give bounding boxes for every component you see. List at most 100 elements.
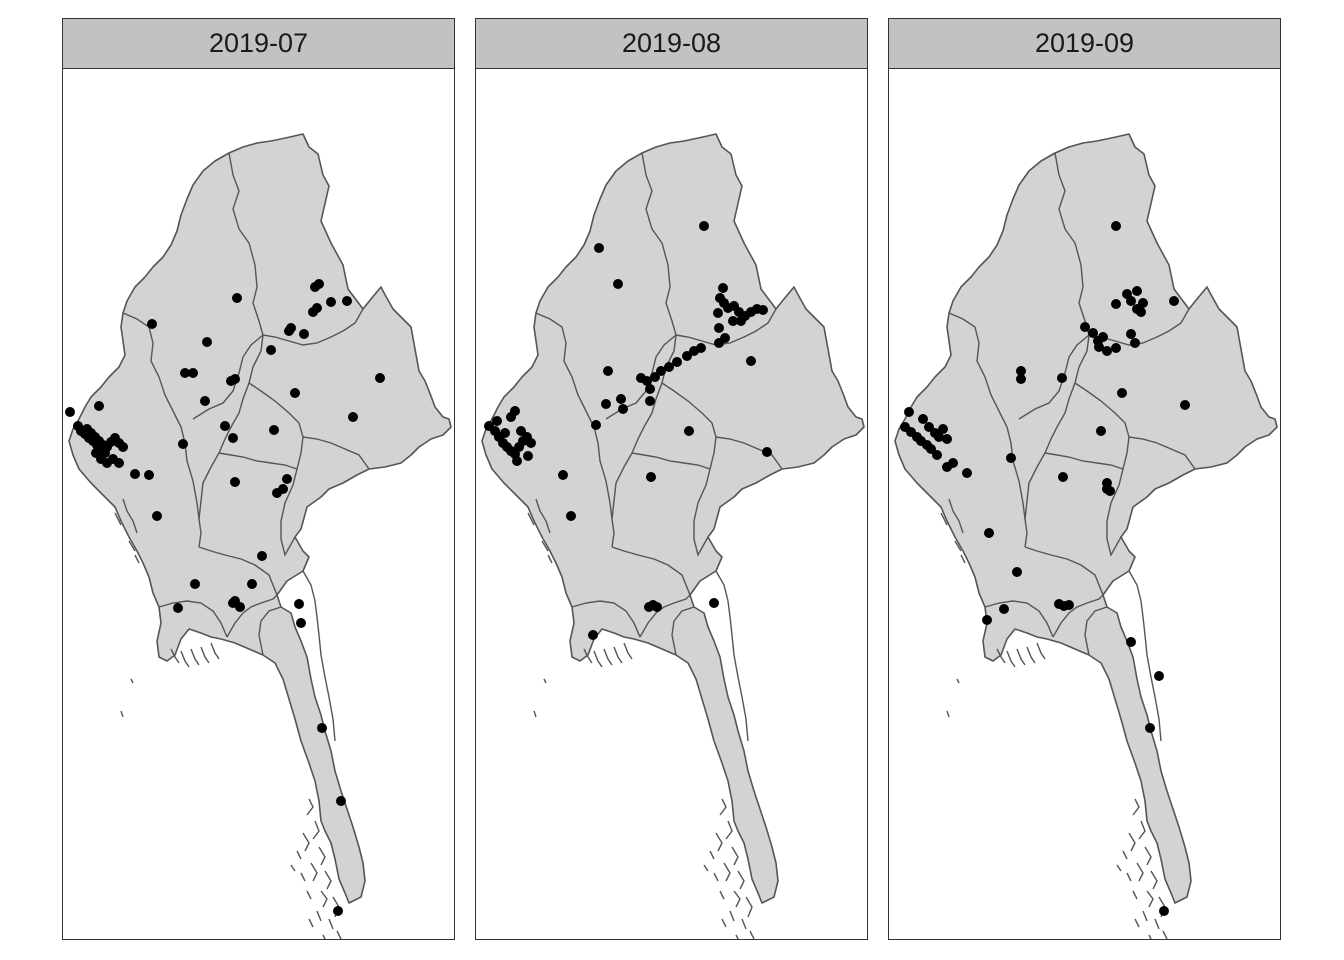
observation-point: [984, 528, 994, 538]
observation-point: [672, 357, 682, 367]
observation-point: [312, 303, 322, 313]
observation-point: [326, 297, 336, 307]
observation-point: [118, 442, 128, 452]
facet-panel-2019-07: 2019-07: [62, 18, 455, 940]
observation-point: [1130, 338, 1140, 348]
facet-panel-2019-09: 2019-09: [888, 18, 1281, 940]
observation-point: [1159, 906, 1169, 916]
observation-point: [709, 598, 719, 608]
observation-point: [296, 618, 306, 628]
observation-point: [375, 373, 385, 383]
observation-point: [736, 316, 746, 326]
observation-point: [650, 372, 660, 382]
observation-point: [342, 296, 352, 306]
facet-strip-label: 2019-07: [63, 19, 454, 69]
observation-point: [269, 425, 279, 435]
observation-point: [510, 406, 520, 416]
observation-point: [130, 469, 140, 479]
observation-point: [220, 421, 230, 431]
observation-point: [1058, 472, 1068, 482]
observation-point: [1111, 299, 1121, 309]
observation-point: [290, 388, 300, 398]
observation-point: [1102, 346, 1112, 356]
observation-point: [152, 511, 162, 521]
observation-point: [257, 551, 267, 561]
observation-point: [1169, 296, 1179, 306]
observation-point: [1088, 328, 1098, 338]
observation-point: [603, 366, 613, 376]
observation-point: [558, 470, 568, 480]
observation-point: [934, 432, 944, 442]
observation-point: [1006, 453, 1016, 463]
observation-point: [1016, 374, 1026, 384]
observation-point: [1102, 484, 1112, 494]
observation-point: [942, 462, 952, 472]
observation-point: [299, 329, 309, 339]
observation-point: [1057, 373, 1067, 383]
observation-point: [94, 401, 104, 411]
observation-point: [645, 384, 655, 394]
map-plot: [65, 133, 452, 939]
observation-point: [230, 374, 240, 384]
observation-point: [523, 451, 533, 461]
observation-point: [1126, 637, 1136, 647]
observation-point: [1126, 329, 1136, 339]
observation-point: [500, 428, 510, 438]
observation-point: [762, 447, 772, 457]
observation-point: [512, 456, 522, 466]
observation-point: [942, 434, 952, 444]
observation-point: [591, 420, 601, 430]
observation-point: [714, 323, 724, 333]
observation-point: [284, 326, 294, 336]
observation-point: [232, 293, 242, 303]
observation-point: [682, 351, 692, 361]
observation-point: [314, 279, 324, 289]
observation-point: [317, 723, 327, 733]
observation-point: [616, 394, 626, 404]
observation-point: [247, 579, 257, 589]
observation-point: [618, 404, 628, 414]
facet-panel-2019-08: 2019-08: [475, 18, 868, 940]
observation-point: [230, 477, 240, 487]
observation-point: [962, 468, 972, 478]
observation-point: [1145, 723, 1155, 733]
observation-point: [728, 316, 738, 326]
observation-point: [699, 221, 709, 231]
observation-point: [1016, 366, 1026, 376]
observation-point: [526, 438, 536, 448]
observation-point: [294, 599, 304, 609]
observation-point: [278, 484, 288, 494]
observation-point: [1154, 671, 1164, 681]
observation-point: [1098, 332, 1108, 342]
observation-point: [636, 373, 646, 383]
points-layer: [65, 279, 385, 916]
observation-point: [202, 337, 212, 347]
points-layer: [900, 221, 1190, 916]
observation-point: [999, 604, 1009, 614]
observation-point: [1111, 343, 1121, 353]
observation-point: [188, 368, 198, 378]
observation-point: [173, 603, 183, 613]
observation-point: [714, 338, 724, 348]
observation-point: [180, 368, 190, 378]
observation-point: [200, 396, 210, 406]
observation-point: [1126, 296, 1136, 306]
observation-point: [1094, 342, 1104, 352]
observation-point: [1117, 388, 1127, 398]
observation-point: [918, 414, 928, 424]
observation-point: [684, 426, 694, 436]
observation-point: [333, 906, 343, 916]
observation-point: [1096, 426, 1106, 436]
points-layer: [484, 221, 772, 640]
observation-point: [1080, 322, 1090, 332]
observation-point: [664, 362, 674, 372]
observation-point: [938, 424, 948, 434]
map-plot: [894, 133, 1278, 939]
observation-point: [601, 399, 611, 409]
observation-point: [114, 458, 124, 468]
observation-point: [932, 450, 942, 460]
observation-point: [1012, 567, 1022, 577]
observation-point: [147, 319, 157, 329]
observation-point: [1132, 286, 1142, 296]
observation-point: [266, 345, 276, 355]
